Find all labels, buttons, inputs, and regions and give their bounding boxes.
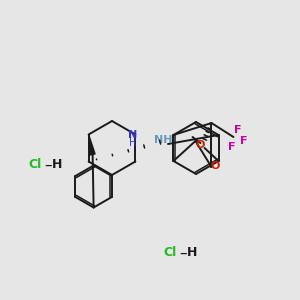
Text: O: O	[211, 161, 220, 171]
Text: O: O	[196, 140, 205, 150]
Text: F: F	[228, 142, 235, 152]
Text: Cl: Cl	[164, 247, 177, 260]
Text: NH: NH	[154, 135, 172, 145]
Text: H: H	[129, 139, 136, 148]
Text: –: –	[179, 245, 187, 260]
Polygon shape	[88, 134, 95, 155]
Text: –: –	[44, 158, 52, 172]
Text: H: H	[187, 247, 197, 260]
Text: F: F	[240, 136, 247, 146]
Text: F: F	[234, 125, 241, 135]
Text: N: N	[128, 130, 137, 140]
Text: H: H	[52, 158, 62, 172]
Text: Cl: Cl	[28, 158, 42, 172]
